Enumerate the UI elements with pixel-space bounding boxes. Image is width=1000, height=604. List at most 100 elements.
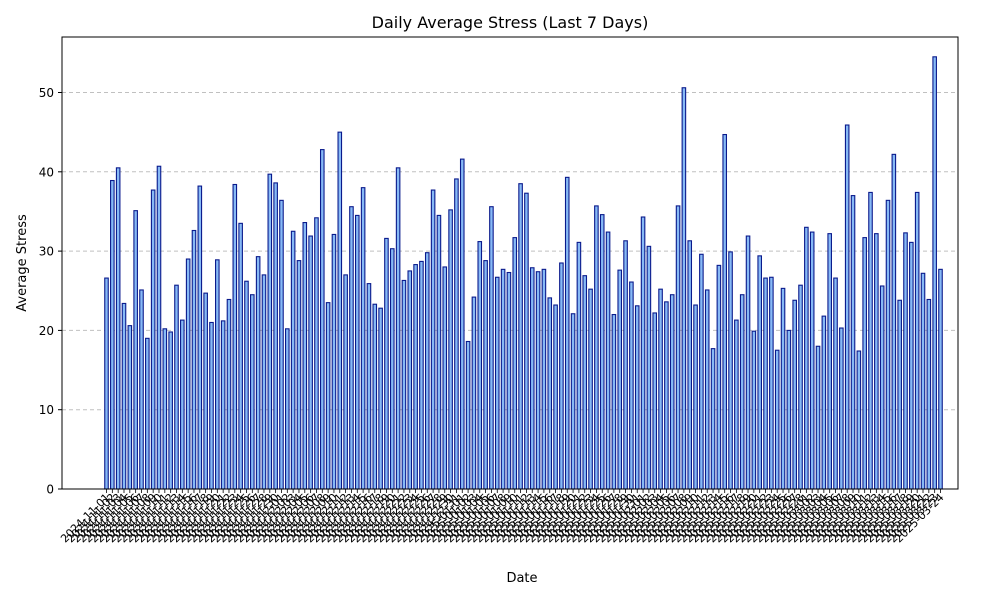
bar [238,222,243,490]
bar [279,199,284,490]
bar [745,235,751,490]
bar [366,283,372,490]
bar [839,327,844,490]
bar [669,294,675,490]
bar [553,304,558,490]
bar [658,288,663,490]
bar [180,319,185,490]
bar [442,266,448,490]
bar [535,271,541,490]
bar [424,252,430,490]
bar [856,350,862,490]
bar [319,149,325,490]
bar [302,222,308,490]
y-tick-label: 10 [39,403,54,417]
bar [244,280,249,490]
bar [191,229,197,490]
bar [448,209,453,490]
bar [833,277,838,490]
bar [308,235,313,490]
bar [133,210,138,490]
bar [821,315,827,490]
bar [378,307,383,490]
bar [454,178,459,490]
bar [372,303,378,490]
bars [104,56,943,490]
bar [267,173,273,490]
bar [704,289,710,490]
bar [500,268,506,490]
bar [465,340,471,490]
bar [722,133,728,490]
y-tick-label: 0 [46,483,54,497]
bar [197,185,203,490]
bar [489,206,494,490]
bar [150,189,156,490]
bar [868,191,873,490]
bar [512,237,518,490]
bar [419,260,424,490]
bar [273,182,278,490]
y-tick-label: 50 [39,86,54,100]
bar [681,87,687,490]
chart-title: Daily Average Stress (Last 7 Days) [372,13,649,32]
bar [389,248,395,490]
bar [932,56,937,490]
bar [314,217,319,490]
bar [763,277,768,490]
bar [115,167,121,490]
bar [110,179,115,490]
bar [710,348,716,490]
bar [471,296,477,490]
bar [459,158,465,490]
bar [529,267,535,490]
bar [209,321,214,490]
bar [850,195,856,490]
bar [938,268,943,490]
bar [751,330,757,490]
bar [804,226,809,490]
bar [629,281,634,490]
bar [605,231,611,490]
y-tick-label: 30 [39,245,54,259]
bar [687,240,693,490]
bar [104,277,109,490]
bar [570,313,576,490]
bar [862,237,867,490]
x-axis-ticks: 2024-11-012024-11-022024-11-032024-11-04… [58,489,947,545]
bar [360,187,366,490]
bar [903,232,908,490]
bar [203,292,208,490]
bar [780,287,786,490]
bar [879,285,885,490]
bar [914,191,920,490]
bar [728,251,733,490]
bar [599,214,605,490]
bar [757,255,763,490]
bar [547,297,553,490]
y-tick-label: 20 [39,324,54,338]
bar [483,260,488,490]
bar [559,262,564,490]
bar [792,299,797,490]
bar [634,305,640,490]
bar [524,192,529,490]
bar [395,167,401,490]
bar [494,276,500,490]
bar [284,328,290,490]
bar [145,337,150,490]
bar [407,270,413,490]
bar [844,124,850,490]
y-tick-label: 40 [39,165,54,179]
bar [588,288,593,490]
bar [564,176,570,490]
bar [891,153,897,490]
bar [232,183,238,490]
bar [337,131,343,490]
y-axis-label: Average Stress [15,214,30,312]
bar [325,302,331,490]
bar [250,294,255,490]
bar [646,245,652,490]
bar [477,241,483,490]
bar [815,345,821,490]
